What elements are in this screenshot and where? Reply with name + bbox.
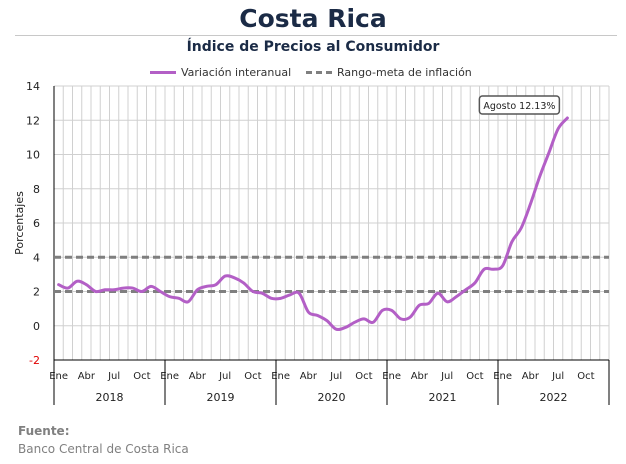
y-tick-label: 14 — [26, 80, 40, 93]
x-tick-label: Jul — [329, 371, 342, 382]
x-tick-label: Ene — [49, 371, 68, 382]
y-tick-label: 2 — [33, 286, 40, 299]
series-line — [57, 116, 569, 332]
source-title: Fuente: — [18, 424, 70, 438]
x-tick-label: Ene — [160, 371, 179, 382]
x-tick-label: Oct — [355, 371, 372, 382]
source-text: Banco Central de Costa Rica — [18, 442, 189, 456]
x-tick-label: Oct — [577, 371, 594, 382]
title-divider — [15, 35, 617, 36]
x-tick-label: Abr — [411, 371, 429, 382]
legend-item-target: Rango-meta de inflación — [306, 66, 472, 79]
annotation-label: Agosto 12.13% — [483, 101, 555, 112]
x-tick-label: Ene — [382, 371, 401, 382]
legend-series-swatch — [150, 71, 176, 74]
legend-target-swatch — [306, 71, 332, 74]
annotation-box — [478, 95, 561, 115]
x-year-label: 2020 — [318, 391, 346, 404]
x-year-label: 2018 — [96, 391, 124, 404]
x-tick-label: Jul — [440, 371, 453, 382]
x-tick-label: Oct — [244, 371, 261, 382]
x-tick-label: Oct — [466, 371, 483, 382]
x-tick-label: Abr — [522, 371, 540, 382]
x-tick-label: Jul — [551, 371, 564, 382]
x-tick-label: Abr — [300, 371, 318, 382]
x-tick-label: Ene — [271, 371, 290, 382]
x-tick-label: Jul — [218, 371, 231, 382]
y-tick-label: 6 — [33, 217, 40, 230]
x-tick-label: Abr — [189, 371, 207, 382]
legend-item-series: Variación interanual — [150, 66, 291, 79]
y-tick-label: 4 — [33, 251, 40, 264]
x-year-label: 2021 — [429, 391, 457, 404]
legend-series-label: Variación interanual — [181, 66, 292, 79]
y-tick-label: 0 — [33, 320, 40, 333]
x-tick-label: Oct — [133, 371, 150, 382]
x-tick-label: Abr — [78, 371, 96, 382]
x-tick-label: Jul — [107, 371, 120, 382]
y-tick-label: 10 — [26, 149, 40, 162]
y-axis-label: Porcentajes — [13, 191, 26, 255]
x-year-label: 2022 — [540, 391, 568, 404]
y-tick-label: -2 — [29, 354, 40, 367]
y-tick-label: 12 — [26, 114, 40, 127]
chart-title: Costa Rica — [239, 4, 387, 33]
y-tick-label: 8 — [33, 183, 40, 196]
x-tick-label: Ene — [493, 371, 512, 382]
x-year-label: 2019 — [207, 391, 235, 404]
legend-target-label: Rango-meta de inflación — [337, 66, 472, 79]
chart-subtitle: Índice de Precios al Consumidor — [186, 39, 440, 55]
